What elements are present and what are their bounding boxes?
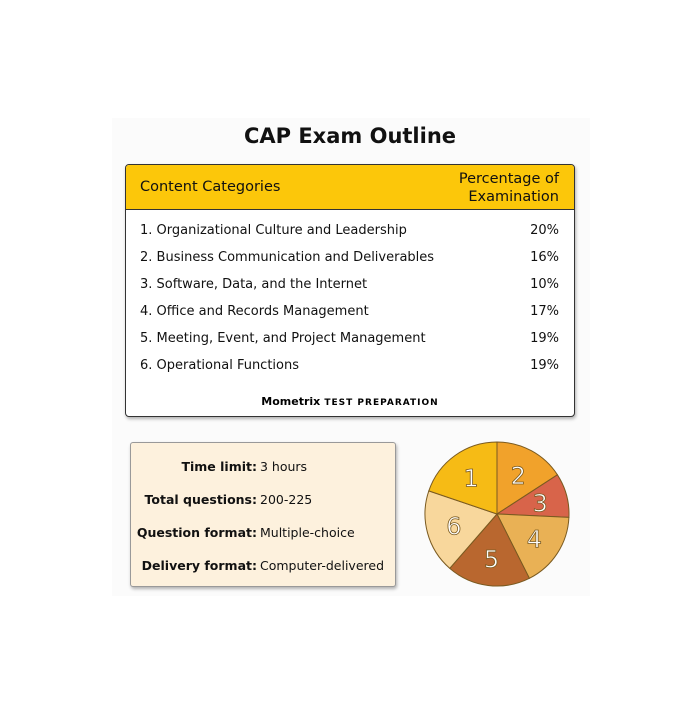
- row-percent: 19%: [530, 331, 559, 346]
- row-percent: 19%: [530, 358, 559, 373]
- pie-label-5: 5: [484, 545, 499, 573]
- pie-slice-6: [424, 490, 498, 570]
- brand-suffix: TEST PREPARATION: [324, 398, 439, 408]
- row-percent: 17%: [530, 304, 559, 319]
- table-row: 6. Operational Functions 19%: [140, 358, 559, 378]
- row-label: 2. Business Communication and Deliverabl…: [140, 250, 435, 265]
- table-row: 3. Software, Data, and the Internet 10%: [140, 277, 559, 297]
- info-key: Delivery format:: [141, 558, 257, 573]
- header-content-categories: Content Categories: [140, 179, 281, 195]
- table-header: Content Categories Percentage of Examina…: [126, 165, 574, 210]
- row-label: 3. Software, Data, and the Internet: [140, 277, 368, 292]
- pie-label-1: 1: [463, 465, 478, 493]
- pie-label-4: 4: [527, 525, 542, 553]
- row-label: 4. Office and Records Management: [140, 304, 369, 319]
- pie-label-6: 6: [446, 513, 461, 541]
- pie-label-2: 2: [511, 462, 526, 490]
- pie-label-3: 3: [532, 489, 547, 517]
- info-key: Total questions:: [144, 492, 257, 507]
- mometrix-logo: Mometrix TEST PREPARATION: [126, 395, 574, 408]
- table-row: 1. Organizational Culture and Leadership…: [140, 223, 559, 243]
- content-categories-table: Content Categories Percentage of Examina…: [125, 164, 575, 417]
- row-label: 6. Operational Functions: [140, 358, 300, 373]
- info-value: Multiple-choice: [260, 525, 355, 540]
- pie-slice-2: [496, 441, 559, 515]
- exam-info-box: Time limit: 3 hours Total questions: 200-2…: [130, 442, 396, 587]
- table-row: 2. Business Communication and Deliverabl…: [140, 250, 559, 270]
- row-label: 1. Organizational Culture and Leadership: [140, 223, 407, 238]
- pie-slice-4: [496, 513, 570, 579]
- info-value: Computer-delivered: [260, 558, 384, 573]
- pie-slice-1: [428, 441, 498, 515]
- info-key: Time limit:: [181, 459, 257, 474]
- row-label: 5. Meeting, Event, and Project Managemen…: [140, 331, 426, 346]
- table-row: 4. Office and Records Management 17%: [140, 304, 559, 324]
- row-percent: 16%: [530, 250, 559, 265]
- header-percentage-line1: Percentage of: [458, 171, 559, 187]
- header-percentage: Percentage of Examination: [459, 170, 559, 206]
- row-percent: 20%: [530, 223, 559, 238]
- info-key: Question format:: [136, 525, 257, 540]
- brand-name: Mometrix: [261, 395, 321, 408]
- page-title: CAP Exam Outline: [243, 124, 457, 148]
- row-percent: 10%: [530, 277, 559, 292]
- pie-slice-5: [449, 513, 531, 587]
- info-value: 3 hours: [260, 459, 308, 474]
- table-row: 5. Meeting, Event, and Project Managemen…: [140, 331, 559, 351]
- header-percentage-line2: Examination: [468, 189, 559, 205]
- info-value: 200-225: [260, 492, 313, 507]
